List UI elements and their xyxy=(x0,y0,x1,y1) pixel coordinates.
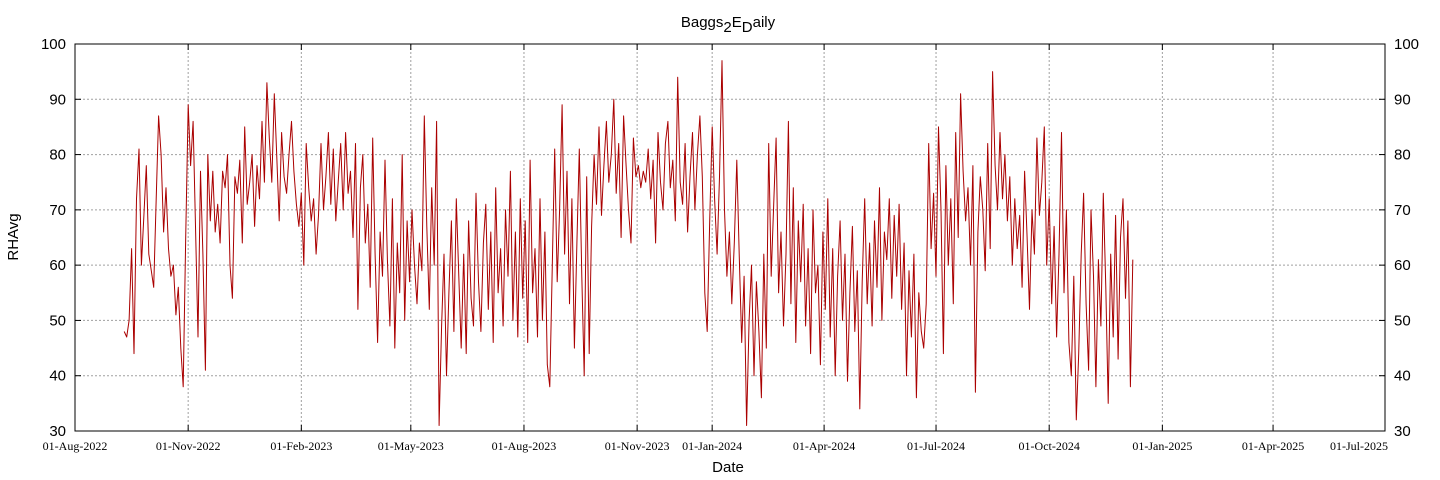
chart-title-part: Baggs xyxy=(681,14,724,31)
chart-title-part: D xyxy=(742,19,753,36)
y-tick-label-right: 70 xyxy=(1394,202,1411,219)
y-tick-label-right: 80 xyxy=(1394,147,1411,164)
y-tick-label-right: 50 xyxy=(1394,312,1411,329)
tick-labels: 30 30 40 40 50 50 60 60 70 70 80 80 90 90 100 100 01-Aug… xyxy=(41,36,1419,453)
chart-title: Baggs2EDaily xyxy=(681,14,776,36)
chart-title-part: 2 xyxy=(723,19,731,36)
x-tick-label: 01-Jan-2025 xyxy=(1132,439,1192,453)
chart-title-part: E xyxy=(732,14,742,31)
series-layer xyxy=(123,60,1134,426)
x-tick-label: 01-Apr-2024 xyxy=(793,439,855,453)
x-tick-label: 01-Jul-2025 xyxy=(1330,439,1388,453)
plot-frame xyxy=(74,43,1386,432)
y-tick-label-right: 90 xyxy=(1394,91,1411,108)
x-tick-label: 01-Aug-2023 xyxy=(492,439,557,453)
y-tick-label: 50 xyxy=(49,312,66,329)
series-line-rhavg xyxy=(123,60,1134,426)
x-axis-label: Date xyxy=(712,459,744,476)
y-tick-label-right: 100 xyxy=(1394,36,1419,53)
y-tick-label: 60 xyxy=(49,257,66,274)
y-tick-label: 40 xyxy=(49,368,66,385)
x-tick-label: 01-Feb-2023 xyxy=(270,439,332,453)
y-tick-label: 100 xyxy=(41,36,66,53)
y-tick-label: 90 xyxy=(49,91,66,108)
x-tick-label: 01-Jan-2024 xyxy=(682,439,742,453)
axes xyxy=(74,43,1386,432)
y-tick-label-right: 60 xyxy=(1394,257,1411,274)
y-axis-label: RHAvg xyxy=(5,213,22,260)
x-tick-label: 01-May-2023 xyxy=(378,439,444,453)
x-tick-label: 01-Aug-2022 xyxy=(43,439,108,453)
y-tick-label: 80 xyxy=(49,147,66,164)
chart-title-part: aily xyxy=(753,14,776,31)
y-tick-label-right: 40 xyxy=(1394,368,1411,385)
y-tick-label: 70 xyxy=(49,202,66,219)
x-tick-label: 01-Apr-2025 xyxy=(1242,439,1304,453)
y-tick-label-right: 30 xyxy=(1394,423,1411,440)
x-tick-label: 01-Jul-2024 xyxy=(907,439,965,453)
x-tick-label: 01-Nov-2022 xyxy=(156,439,221,453)
y-tick-label: 30 xyxy=(49,423,66,440)
x-tick-label: 01-Nov-2023 xyxy=(605,439,670,453)
x-tick-label: 01-Oct-2024 xyxy=(1019,439,1080,453)
